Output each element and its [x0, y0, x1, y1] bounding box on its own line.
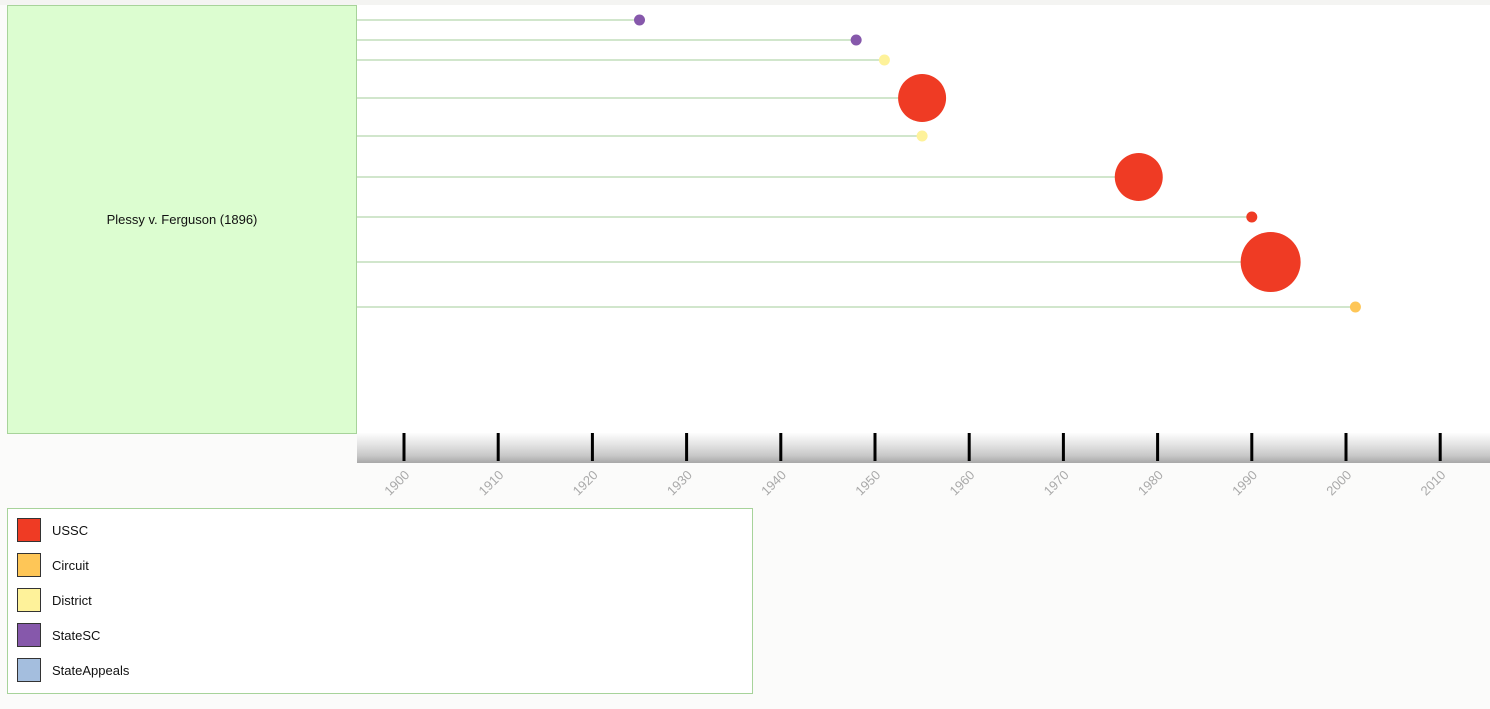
axis-tick-label: 1970 [1041, 467, 1072, 498]
legend-item-circuit: Circuit [17, 552, 89, 578]
citing-case-point[interactable] [916, 130, 928, 142]
legend: USSC Circuit District StateSC StateAppea… [7, 508, 753, 694]
axis-tick-label: 1900 [381, 467, 412, 498]
legend-item-statesc: StateSC [17, 622, 100, 648]
axis-tick-label: 1930 [664, 467, 695, 498]
citing-case-point[interactable] [1240, 232, 1301, 292]
axis-ticks [402, 433, 1442, 461]
legend-item-district: District [17, 587, 92, 613]
citation-lines [357, 19, 1356, 308]
axis-tick-label: 1940 [758, 467, 789, 498]
citing-case-point[interactable] [850, 34, 862, 46]
axis-tick-labels: 1900 1910 1920 1930 1940 1950 1960 1970 1980 1990… [381, 467, 1448, 498]
citation-points [634, 14, 1361, 313]
citing-case-point[interactable] [1114, 153, 1163, 201]
citing-case-point[interactable] [898, 74, 947, 122]
axis-tick-label: 1950 [852, 467, 883, 498]
legend-label-statesc: StateSC [52, 627, 101, 643]
cited-case-title: Plessy v. Ferguson (1896) [106, 212, 258, 227]
legend-swatch-ussc [17, 518, 41, 542]
citing-case-point[interactable] [634, 14, 645, 26]
legend-label-circuit: Circuit [52, 557, 89, 573]
legend-item-ussc: USSC [17, 517, 88, 543]
legend-label-district: District [52, 592, 92, 608]
axis-tick-label: 2000 [1323, 467, 1354, 498]
legend-swatch-circuit [17, 553, 41, 577]
cited-case-box[interactable]: Plessy v. Ferguson (1896) [7, 5, 357, 434]
axis-tick-label: 1980 [1135, 467, 1166, 498]
citing-case-point[interactable] [1246, 211, 1258, 223]
axis-tick-label: 1920 [570, 467, 601, 498]
axis-tick-label: 1960 [946, 467, 977, 498]
axis-tick-label: 1990 [1229, 467, 1260, 498]
citing-case-point[interactable] [1349, 301, 1361, 313]
legend-swatch-stateappeals [17, 658, 41, 682]
legend-label-stateappeals: StateAppeals [52, 662, 130, 678]
legend-label-ussc: USSC [52, 522, 89, 538]
axis-tick-label: 2010 [1417, 467, 1448, 498]
chart-svg: 1900 1910 1920 1930 1940 1950 1960 1970 1980 1990… [357, 14, 1490, 498]
legend-swatch-statesc [17, 623, 41, 647]
citing-case-point[interactable] [878, 54, 890, 66]
legend-swatch-district [17, 588, 41, 612]
top-strip [0, 0, 1490, 5]
time-axis-bar [357, 433, 1490, 463]
axis-tick-label: 1910 [475, 467, 506, 498]
legend-item-stateappeals: StateAppeals [17, 657, 129, 683]
